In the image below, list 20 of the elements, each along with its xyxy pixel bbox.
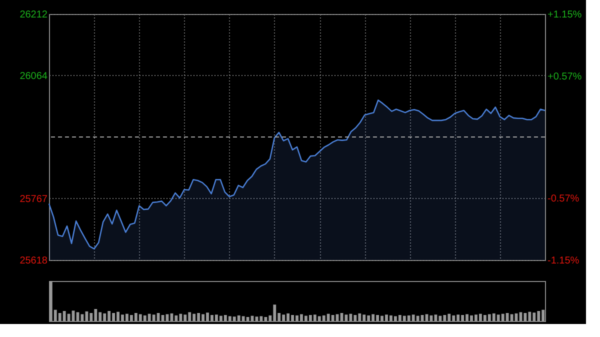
y2-tick-label: -0.57% xyxy=(548,193,580,204)
bar xyxy=(506,313,509,321)
bar xyxy=(174,315,178,321)
y-tick-label: 25767 xyxy=(20,194,48,205)
bar xyxy=(85,311,88,321)
bar xyxy=(438,316,442,321)
bar xyxy=(524,313,527,321)
bar xyxy=(260,316,263,321)
y2-tick-label: +1.15% xyxy=(548,10,582,20)
y-tick-label: 25618 xyxy=(20,256,48,266)
y2-tick-label: +0.57% xyxy=(548,72,582,83)
bar xyxy=(242,316,245,321)
bar xyxy=(416,316,420,321)
bar xyxy=(349,314,352,321)
y-tick-label: 26064 xyxy=(20,70,48,82)
bar xyxy=(67,314,70,321)
bar xyxy=(331,315,334,321)
bar xyxy=(152,314,156,321)
y-tick-label: 26212 xyxy=(20,10,48,20)
y2-tick-label: -1.15% xyxy=(548,256,580,266)
